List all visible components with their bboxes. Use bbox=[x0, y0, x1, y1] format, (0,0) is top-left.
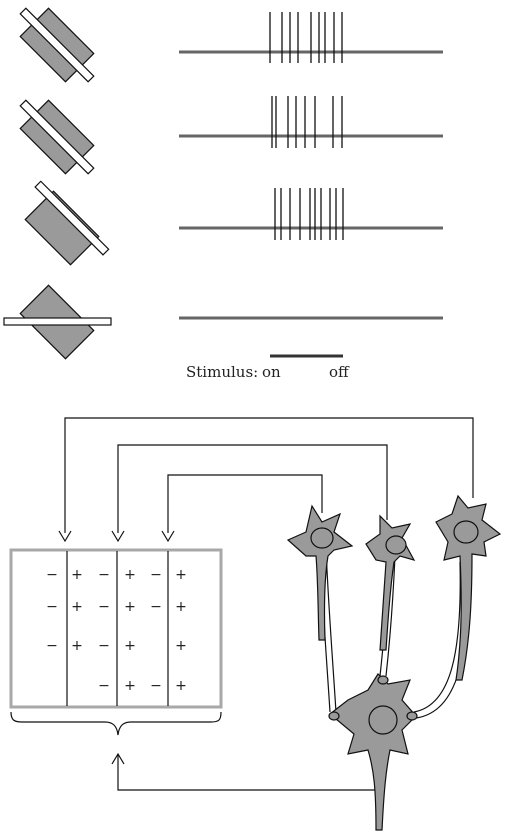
inhibitory-sign: − bbox=[98, 678, 110, 694]
light-bar bbox=[34, 180, 110, 256]
arrowhead-down-icon bbox=[58, 530, 72, 543]
postsynaptic-neuron bbox=[329, 673, 417, 831]
circuit-diagram: −−−+++−−−−++++−−−++++ bbox=[9, 417, 502, 831]
excitatory-sign: + bbox=[71, 638, 83, 654]
presynaptic-neuron-middle bbox=[365, 514, 416, 651]
stimulus-on-label: on bbox=[262, 363, 281, 381]
cell-body bbox=[435, 494, 502, 681]
light-bar bbox=[19, 7, 95, 83]
arrowheads bbox=[58, 530, 175, 543]
nucleus bbox=[368, 705, 398, 735]
oriented-bar-stimulus-2 bbox=[19, 99, 95, 175]
nucleus bbox=[310, 527, 334, 549]
excitatory-sign: + bbox=[175, 599, 187, 615]
spike-train-2 bbox=[271, 96, 343, 148]
synapse-terminal bbox=[406, 711, 418, 721]
synapse-terminal bbox=[377, 675, 389, 685]
inhibitory-sign: − bbox=[98, 567, 110, 583]
spike-train-1 bbox=[269, 12, 343, 63]
inhibitory-sign: − bbox=[46, 599, 58, 615]
oriented-bar-stimulus-4 bbox=[3, 284, 112, 360]
nucleus bbox=[453, 520, 479, 544]
axon-middle-inner bbox=[385, 555, 396, 677]
axon-right bbox=[413, 561, 461, 713]
grouping-brace bbox=[10, 711, 222, 736]
excitatory-sign: + bbox=[124, 567, 136, 583]
excitatory-sign: + bbox=[175, 678, 187, 694]
inhibitory-sign: − bbox=[46, 567, 58, 583]
presynaptic-neuron-right bbox=[435, 494, 502, 681]
inhibitory-sign: − bbox=[150, 599, 162, 615]
output-feedback-line bbox=[117, 754, 377, 791]
oriented-bar-stimulus-1 bbox=[19, 7, 95, 83]
projection-line-2 bbox=[117, 444, 388, 533]
synapse-terminal bbox=[328, 711, 340, 721]
excitatory-sign: + bbox=[175, 567, 187, 583]
excitatory-sign: + bbox=[71, 599, 83, 615]
stimulus-off-label: off bbox=[329, 363, 350, 381]
excitatory-sign: + bbox=[124, 678, 136, 694]
inhibitory-sign: − bbox=[98, 599, 110, 615]
arrowhead-down-icon bbox=[161, 530, 175, 543]
stimulus-panel: Stimulus: on off bbox=[3, 7, 443, 381]
arrowhead-down-icon bbox=[111, 530, 125, 543]
inhibitory-sign: − bbox=[98, 638, 110, 654]
excitatory-sign: + bbox=[124, 638, 136, 654]
inhibitory-sign: − bbox=[46, 638, 58, 654]
light-bar bbox=[19, 99, 95, 175]
excitatory-sign: + bbox=[124, 599, 136, 615]
inhibitory-sign: − bbox=[150, 678, 162, 694]
rf-sign-grid: −−−+++−−−−++++−−−++++ bbox=[46, 567, 187, 694]
spike-train-3 bbox=[274, 188, 344, 240]
presynaptic-neuron-left bbox=[286, 504, 354, 641]
axon-left-inner bbox=[325, 547, 337, 713]
excitatory-sign: + bbox=[175, 638, 187, 654]
oriented-bar-stimulus-3 bbox=[24, 180, 110, 266]
stimulus-label: Stimulus: bbox=[186, 363, 258, 381]
projection-line-3 bbox=[167, 474, 323, 533]
nucleus bbox=[385, 535, 407, 555]
receptive-field-box bbox=[24, 190, 100, 266]
inhibitory-sign: − bbox=[150, 567, 162, 583]
excitatory-sign: + bbox=[71, 567, 83, 583]
receptive-field-grid bbox=[9, 548, 223, 709]
projection-line-1 bbox=[64, 417, 474, 533]
cell-body bbox=[329, 673, 417, 831]
arrowhead-up-icon bbox=[111, 752, 125, 765]
synapses bbox=[328, 675, 418, 721]
cell-body bbox=[286, 504, 354, 641]
light-bar bbox=[3, 317, 112, 326]
projection-lines bbox=[64, 417, 474, 533]
